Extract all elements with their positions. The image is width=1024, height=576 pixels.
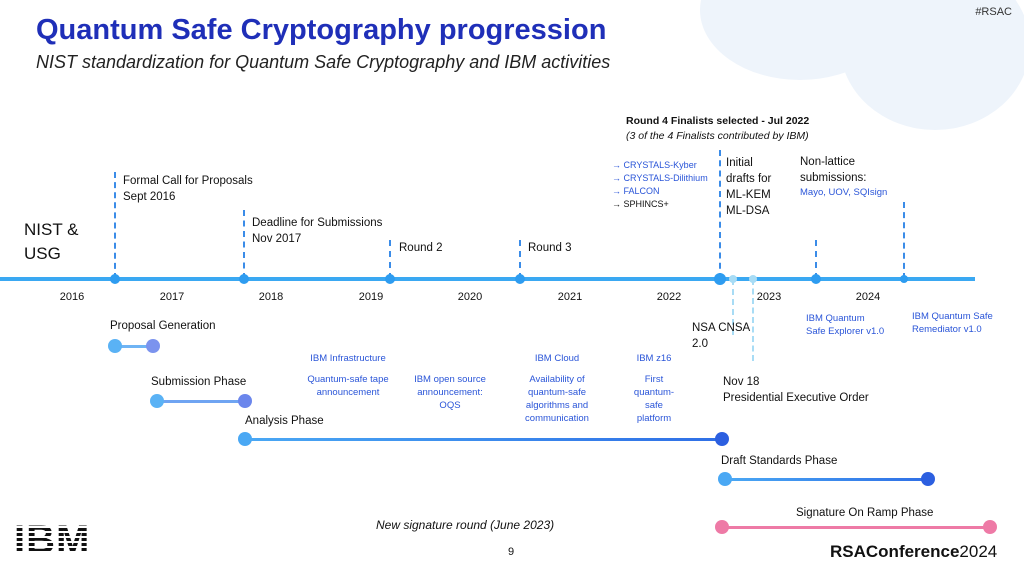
timeline-dot <box>515 274 525 284</box>
timeline-dot <box>900 275 908 283</box>
finalists-list: → CRYSTALS-Kyber → CRYSTALS-Dilithium → FA… <box>612 160 708 209</box>
marker-line <box>732 279 734 335</box>
event-round4-title: Round 4 Finalists selected - Jul 2022 <box>626 115 810 127</box>
event-formal-call: Formal Call for Proposals Sept 2016 <box>123 175 253 203</box>
page-number: 9 <box>508 546 515 558</box>
phase-dot <box>715 520 729 534</box>
phase-signature-label: Signature On Ramp Phase <box>796 507 934 519</box>
phase-dot <box>718 472 732 486</box>
marker-line <box>752 279 754 361</box>
phase-dot <box>238 432 252 446</box>
timeline-dot <box>385 274 395 284</box>
year-label: 2018 <box>258 291 284 303</box>
marker-line <box>719 150 721 279</box>
timeline-dot <box>749 275 757 283</box>
year-label: 2024 <box>855 291 881 303</box>
event-initial-drafts: Initial drafts for ML-KEM ML-DSA <box>726 157 772 217</box>
year-label: 2022 <box>656 291 682 303</box>
phase-proposal-label: Proposal Generation <box>110 320 216 332</box>
rsa-conference-logo: RSAConference2024 <box>830 542 998 561</box>
phase-draft-bar <box>725 478 928 481</box>
ibm-infra: Quantum-safe tape announcement <box>307 374 389 398</box>
background-cloud <box>840 0 1024 130</box>
ibm-explorer: IBM Quantum Safe Explorer v1.0 <box>806 313 885 337</box>
phase-analysis-label: Analysis Phase <box>245 415 324 427</box>
nist-usg-label: NIST & USG <box>24 220 79 263</box>
phase-draft-label: Draft Standards Phase <box>721 455 838 467</box>
phase-dot <box>238 394 252 408</box>
event-deadline: Deadline for Submissions Nov 2017 <box>252 217 383 245</box>
marker-line <box>243 210 245 279</box>
marker-line <box>114 172 116 279</box>
timeline-dot <box>239 274 249 284</box>
phase-dot <box>150 394 164 408</box>
phase-dot <box>146 339 160 353</box>
event-nsa-cnsa: NSA CNSA 2.0 <box>692 322 751 350</box>
year-label: 2019 <box>358 291 384 303</box>
event-executive-order: Nov 18 Presidential Executive Order <box>723 376 869 404</box>
ibm-remediator: IBM Quantum Safe Remediator v1.0 <box>912 311 993 335</box>
phase-submission-bar <box>157 400 245 403</box>
timeline-dot <box>811 274 821 284</box>
marker-line <box>519 240 521 279</box>
page-subtitle: NIST standardization for Quantum Safe Cr… <box>36 52 611 72</box>
page-title: Quantum Safe Cryptography progression <box>36 14 607 46</box>
phase-dot <box>715 432 729 446</box>
timeline-dot <box>110 274 120 284</box>
event-round3: Round 3 <box>528 242 572 254</box>
phase-submission-label: Submission Phase <box>151 376 247 388</box>
year-label: 2023 <box>756 291 782 303</box>
footer-note: New signature round (June 2023) <box>376 518 555 532</box>
marker-line <box>815 240 817 279</box>
phase-dot <box>983 520 997 534</box>
hashtag: #RSAC <box>975 6 1012 18</box>
event-non-lattice: Non-lattice submissions: Mayo, UOV, SQIsig… <box>800 156 888 198</box>
year-label: 2017 <box>159 291 185 303</box>
phase-proposal-bar <box>115 345 153 348</box>
phase-signature-bar <box>722 526 990 529</box>
year-label: 2020 <box>457 291 483 303</box>
timeline-axis <box>0 277 975 281</box>
ibm-logo: IBM <box>14 518 91 562</box>
timeline-dot <box>729 275 737 283</box>
year-label: 2021 <box>557 291 583 303</box>
event-round2: Round 2 <box>399 242 443 254</box>
year-label: 2016 <box>59 291 85 303</box>
ibm-z16-title: IBM z16 <box>636 353 672 364</box>
ibm-infra-title: IBM Infrastructure <box>310 353 386 364</box>
ibm-oqs: IBM open source announcement: OQS <box>414 374 486 411</box>
ibm-z16: First quantum-safe platform <box>633 374 675 424</box>
ibm-cloud: Availability of quantum-safe algorithms an… <box>525 374 589 424</box>
event-round4-note: (3 of the 4 Finalists contributed by IBM… <box>626 130 809 142</box>
phase-dot <box>921 472 935 486</box>
marker-line <box>389 240 391 279</box>
ibm-cloud-title: IBM Cloud <box>534 353 580 364</box>
phase-dot <box>108 339 122 353</box>
timeline-dot <box>714 273 726 285</box>
marker-line <box>903 202 905 279</box>
phase-analysis-bar <box>245 438 722 441</box>
